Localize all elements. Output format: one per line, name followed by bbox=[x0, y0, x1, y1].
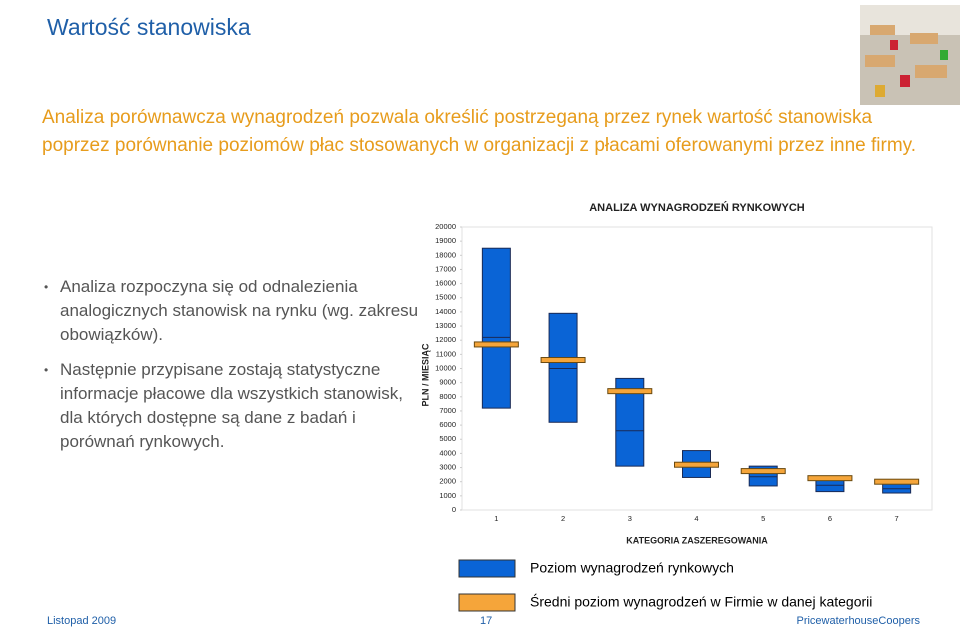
footer-date: Listopad 2009 bbox=[47, 615, 117, 627]
y-axis-label: PLN / MIESIĄC bbox=[420, 343, 430, 407]
company-average bbox=[807, 475, 853, 482]
x-tick-label: 2 bbox=[561, 514, 565, 523]
y-tick-label: 2000 bbox=[439, 477, 456, 486]
y-tick-label: 6000 bbox=[439, 420, 456, 429]
company-average bbox=[473, 341, 519, 348]
x-tick-label: 7 bbox=[895, 514, 899, 523]
company-average bbox=[540, 357, 586, 364]
legend-label: Poziom wynagrodzeń rynkowych bbox=[530, 560, 734, 576]
y-tick-label: 7000 bbox=[439, 406, 456, 415]
x-tick-label: 6 bbox=[828, 514, 832, 523]
y-tick-label: 5000 bbox=[439, 434, 456, 443]
legend-label: Średni poziom wynagrodzeń w Firmie w dan… bbox=[530, 593, 872, 610]
slide-title: Wartość stanowiska bbox=[47, 14, 251, 40]
x-tick-label: 3 bbox=[628, 514, 632, 523]
legend-swatch bbox=[458, 593, 516, 612]
y-tick-label: 3000 bbox=[439, 463, 456, 472]
company-average bbox=[874, 478, 920, 485]
y-tick-label: 19000 bbox=[435, 236, 456, 245]
x-tick-label: 1 bbox=[494, 514, 498, 523]
x-axis-label: KATEGORIA ZASZEREGOWANIA bbox=[626, 535, 768, 545]
company-average bbox=[607, 388, 653, 395]
intro-text: Analiza porównawcza wynagrodzeń pozwala … bbox=[42, 107, 917, 156]
bullet: Analiza rozpoczyna się od odnalezienia a… bbox=[44, 275, 420, 347]
y-tick-label: 11000 bbox=[436, 349, 456, 358]
y-tick-label: 17000 bbox=[435, 264, 456, 273]
y-tick-label: 1000 bbox=[439, 491, 456, 500]
footer-company: PricewaterhouseCoopers bbox=[796, 615, 920, 627]
y-tick-label: 14000 bbox=[435, 307, 456, 316]
x-tick-label: 5 bbox=[761, 514, 765, 523]
y-tick-label: 16000 bbox=[435, 279, 456, 288]
y-tick-label: 10000 bbox=[435, 363, 456, 372]
y-tick-label: 0 bbox=[452, 505, 456, 514]
company-average bbox=[740, 468, 786, 475]
y-tick-label: 15000 bbox=[435, 293, 456, 302]
y-tick-label: 20000 bbox=[435, 222, 456, 231]
y-tick-label: 18000 bbox=[435, 250, 456, 259]
range-box bbox=[481, 247, 511, 409]
y-tick-label: 8000 bbox=[439, 392, 456, 401]
y-tick-label: 13000 bbox=[435, 321, 456, 330]
y-tick-label: 4000 bbox=[439, 448, 456, 457]
range-box bbox=[548, 312, 578, 423]
bullet: Następnie przypisane zostają statystyczn… bbox=[44, 358, 420, 454]
y-tick-label: 9000 bbox=[439, 378, 456, 387]
page-number: 17 bbox=[480, 615, 493, 627]
company-average bbox=[674, 461, 719, 468]
legend-swatch bbox=[458, 559, 516, 578]
classroom-photo bbox=[860, 5, 960, 105]
chart-title: ANALIZA WYNAGRODZEŃ RYNKOWYCH bbox=[589, 201, 805, 214]
x-tick-label: 4 bbox=[694, 514, 698, 523]
y-tick-label: 12000 bbox=[435, 335, 456, 344]
